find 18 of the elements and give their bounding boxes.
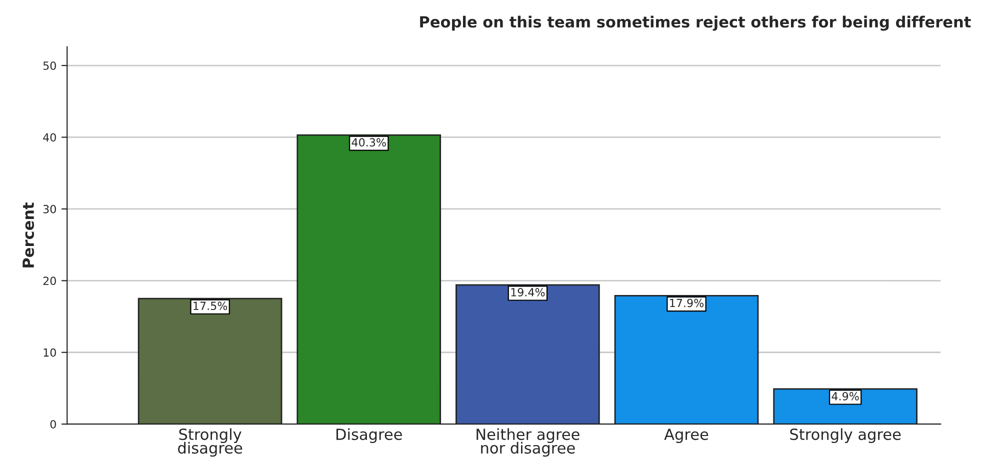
y-tick-label: 50 <box>43 61 56 70</box>
x-tick-label: Disagree <box>336 428 402 444</box>
chart-title: People on this team sometimes reject others for being different <box>420 16 971 31</box>
data-label: 40.3% <box>352 138 386 147</box>
y-tick-label: 40 <box>43 133 56 142</box>
y-tick-label: 10 <box>44 348 56 357</box>
y-tick-label: 20 <box>43 276 56 286</box>
data-label: 17.5% <box>194 302 228 310</box>
x-tick-label: Strongly agree <box>790 428 901 444</box>
data-label: 17.9% <box>670 298 704 308</box>
x-tick-label: Neither agree nor disagree <box>476 428 580 457</box>
y-tick-label: 30 <box>43 204 56 214</box>
data-label: 4.9% <box>832 392 859 400</box>
y-tick-label: 0 <box>50 420 56 428</box>
x-tick-label: Agree <box>664 428 708 444</box>
y-axis-title: Percent <box>22 202 34 268</box>
x-tick-label: Strongly disagree <box>178 428 242 457</box>
data-label: 19.4% <box>511 288 545 296</box>
